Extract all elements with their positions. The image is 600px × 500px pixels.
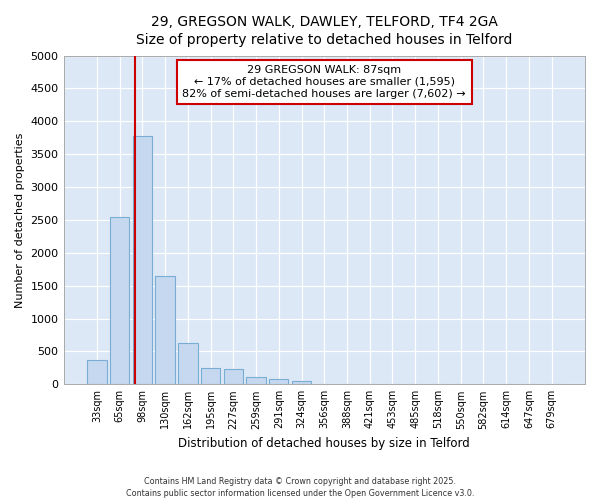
Bar [178,343,197,384]
Title: 29, GREGSON WALK, DAWLEY, TELFORD, TF4 2GA
Size of property relative to detached: 29, GREGSON WALK, DAWLEY, TELFORD, TF4 2… [136,15,512,48]
Bar [269,380,289,384]
Text: Contains HM Land Registry data © Crown copyright and database right 2025.
Contai: Contains HM Land Registry data © Crown c… [126,476,474,498]
Bar [224,369,243,384]
X-axis label: Distribution of detached houses by size in Telford: Distribution of detached houses by size … [178,437,470,450]
Bar [247,377,266,384]
Bar [87,360,107,384]
Bar [133,136,152,384]
Bar [201,368,220,384]
Bar [292,381,311,384]
Y-axis label: Number of detached properties: Number of detached properties [15,132,25,308]
Bar [155,276,175,384]
Bar [110,216,130,384]
Text: 29 GREGSON WALK: 87sqm
← 17% of detached houses are smaller (1,595)
82% of semi-: 29 GREGSON WALK: 87sqm ← 17% of detached… [182,66,466,98]
